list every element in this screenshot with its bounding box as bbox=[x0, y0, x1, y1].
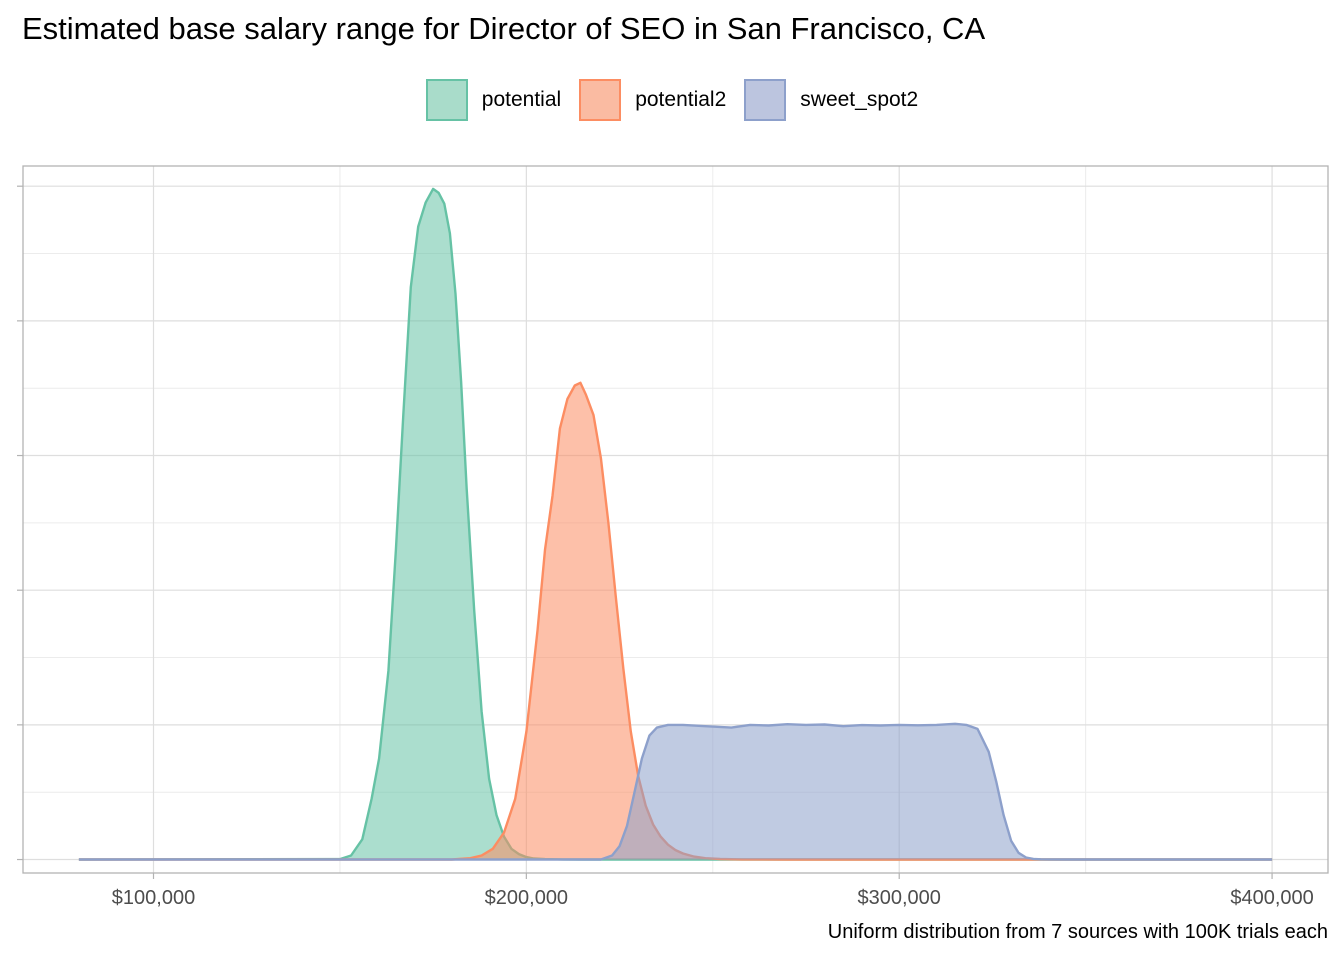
x-tick-label: $100,000 bbox=[112, 887, 195, 909]
legend-key-potential bbox=[425, 79, 468, 121]
legend: potential potential2 sweet_spot2 bbox=[0, 77, 1344, 123]
legend-label-potential: potential bbox=[481, 88, 562, 111]
x-tick-label: $300,000 bbox=[858, 887, 941, 909]
legend-key-sweet-spot2 bbox=[744, 79, 787, 121]
chart-title: Estimated base salary range for Director… bbox=[22, 11, 986, 46]
legend-item-sweet-spot2: sweet_spot2 bbox=[744, 79, 918, 121]
x-tick-label: $400,000 bbox=[1230, 887, 1313, 909]
chart-caption: Uniform distribution from 7 sources with… bbox=[827, 921, 1328, 943]
legend-item-potential2: potential2 bbox=[579, 79, 726, 121]
legend-key-potential2 bbox=[579, 79, 622, 121]
legend-item-potential: potential bbox=[425, 79, 562, 121]
density-line-sweet-spot2 bbox=[78, 722, 1273, 861]
legend-label-potential2: potential2 bbox=[635, 88, 727, 111]
plot-border bbox=[22, 165, 1329, 874]
density-area-sweet-spot2 bbox=[78, 723, 1273, 860]
legend-label-sweet-spot2: sweet_spot2 bbox=[800, 88, 919, 111]
density-plot: $100,000 $200,000 $300,000 $400,000 bbox=[17, 165, 1329, 909]
x-tick-label: $200,000 bbox=[485, 887, 568, 909]
